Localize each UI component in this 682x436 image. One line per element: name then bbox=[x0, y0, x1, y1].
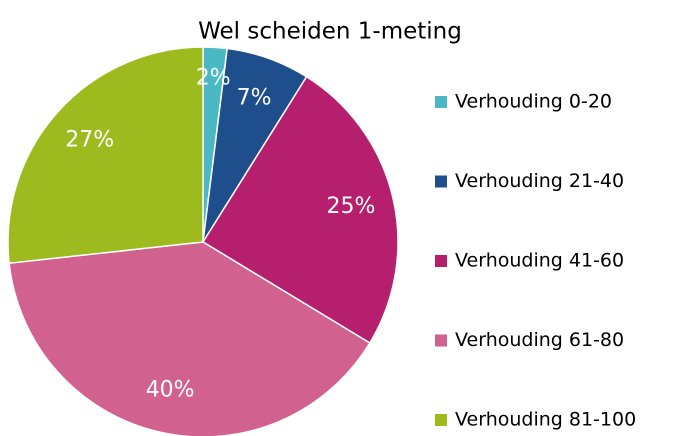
pie-slice bbox=[7, 46, 204, 265]
pie-slice bbox=[201, 75, 399, 345]
legend-label: Verhouding 0-20 bbox=[455, 91, 612, 113]
data-label: 7% bbox=[237, 86, 272, 111]
legend-swatch bbox=[435, 414, 447, 426]
legend-swatch bbox=[435, 96, 447, 108]
pie-slice bbox=[8, 241, 371, 436]
legend-label: Verhouding 21-40 bbox=[455, 170, 624, 192]
data-label: 40% bbox=[146, 378, 195, 403]
data-label: 27% bbox=[65, 127, 114, 152]
legend-swatch bbox=[435, 334, 447, 347]
legend-label: Verhouding 81-100 bbox=[455, 409, 636, 431]
data-label: 25% bbox=[327, 194, 376, 219]
data-label: 2% bbox=[196, 66, 231, 91]
chart-title: Wel scheiden 1-meting bbox=[198, 19, 462, 45]
legend-label: Verhouding 61-80 bbox=[455, 329, 624, 351]
legend-label: Verhouding 41-60 bbox=[455, 250, 624, 272]
legend-swatch bbox=[435, 255, 447, 267]
legend-swatch bbox=[435, 175, 447, 188]
